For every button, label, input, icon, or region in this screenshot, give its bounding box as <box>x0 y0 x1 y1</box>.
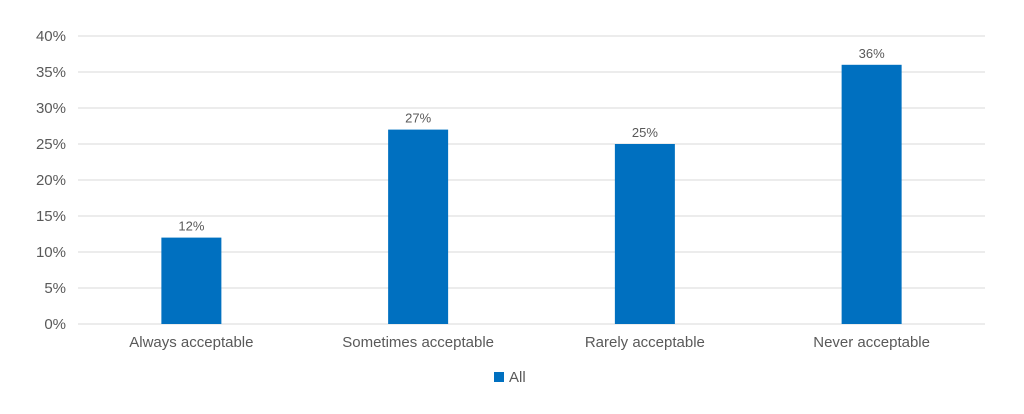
x-category-label: Never acceptable <box>813 334 930 351</box>
y-tick-label: 0% <box>44 316 66 333</box>
data-labels: 12% 27% 25% 36% <box>178 46 885 234</box>
bar <box>161 237 222 324</box>
bar <box>841 64 902 325</box>
y-tick-label: 40% <box>36 28 66 45</box>
data-label: 36% <box>859 46 885 61</box>
legend: All <box>494 369 526 386</box>
data-label: 27% <box>405 111 431 126</box>
y-tick-label: 15% <box>36 208 66 225</box>
y-tick-label: 35% <box>36 64 66 81</box>
x-axis-labels: Always acceptable Sometimes acceptable Rar… <box>129 334 930 351</box>
x-category-label: Always acceptable <box>129 334 253 351</box>
bar <box>388 129 449 324</box>
legend-label: All <box>509 369 526 386</box>
y-tick-label: 5% <box>44 280 66 297</box>
y-tick-label: 25% <box>36 136 66 153</box>
gridlines <box>78 35 985 325</box>
y-axis-ticks: 0% 5% 10% 15% 20% 25% 30% 35% 40% <box>36 28 66 333</box>
bars <box>161 64 902 325</box>
legend-swatch <box>494 372 504 382</box>
bar <box>614 144 675 324</box>
y-tick-label: 10% <box>36 244 66 261</box>
y-tick-label: 20% <box>36 172 66 189</box>
data-label: 25% <box>632 125 658 140</box>
x-category-label: Rarely acceptable <box>585 334 705 351</box>
y-tick-label: 30% <box>36 100 66 117</box>
data-label: 12% <box>178 219 204 234</box>
x-category-label: Sometimes acceptable <box>342 334 494 351</box>
